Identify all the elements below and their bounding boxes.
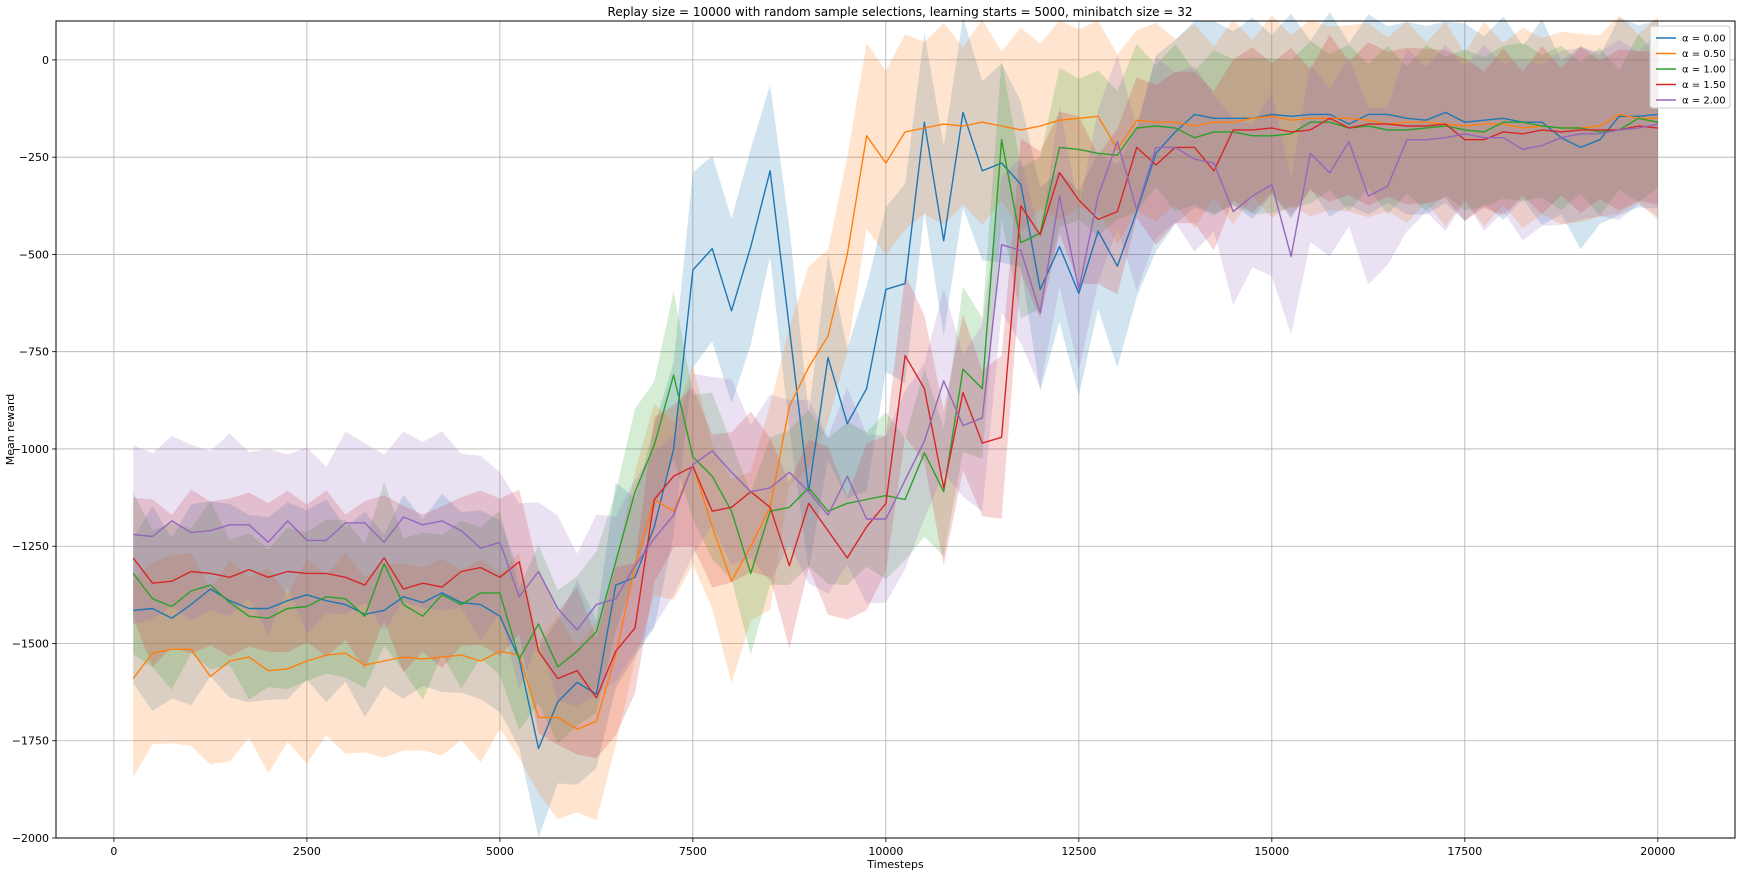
y-tick-label: 0 xyxy=(42,54,49,67)
y-tick-label: −1750 xyxy=(12,735,49,748)
series-line-alpha-0.00 xyxy=(133,111,1658,750)
plot-frame xyxy=(55,20,1736,839)
confidence-band-alpha-0.50 xyxy=(133,14,1658,821)
legend-label: α = 2.00 xyxy=(1682,96,1726,107)
series-line-alpha-0.50 xyxy=(132,113,1658,730)
x-tick-label: 20000 xyxy=(1640,845,1675,858)
series-line-alpha-1.00 xyxy=(132,117,1658,668)
x-tick-label: 17500 xyxy=(1447,845,1482,858)
legend-box xyxy=(1649,25,1731,109)
confidence-band-alpha-1.50 xyxy=(133,34,1658,759)
x-tick-label: 5000 xyxy=(486,845,514,858)
y-tick-label: −1500 xyxy=(12,637,49,650)
y-tick-label: −1250 xyxy=(12,540,49,553)
confidence-band-alpha-0.00 xyxy=(133,12,1658,838)
legend-label: α = 1.00 xyxy=(1682,65,1726,76)
y-tick-label: −2000 xyxy=(12,832,49,845)
series-lines xyxy=(132,111,1658,750)
y-tick-label: −1000 xyxy=(12,443,49,456)
x-tick-label: 10000 xyxy=(868,845,903,858)
chart-title: Replay size = 10000 with random sample s… xyxy=(608,5,1193,19)
y-axis-ticks: 0 −250 −500 −750 −1000 −1250 −1500 −1750 −2000 xyxy=(12,54,56,845)
x-tick-label: 0 xyxy=(110,845,117,858)
y-tick-label: −500 xyxy=(19,248,49,261)
x-axis-title: Timesteps xyxy=(866,858,924,871)
y-tick-label: −250 xyxy=(19,151,49,164)
legend: α = 0.00 α = 0.50 α = 1.00 α = 1.50 α = 2.00 xyxy=(1649,25,1731,109)
x-tick-label: 12500 xyxy=(1061,845,1096,858)
grid xyxy=(56,21,1735,839)
x-tick-label: 7500 xyxy=(679,845,707,858)
y-axis-title: Mean reward xyxy=(4,394,17,466)
x-axis-ticks: 0 2500 5000 7500 10000 12500 15000 17500 20000 xyxy=(110,838,1675,858)
legend-label: α = 0.50 xyxy=(1682,49,1726,60)
x-tick-label: 2500 xyxy=(293,845,321,858)
confidence-band-alpha-1.00 xyxy=(133,34,1658,744)
series-line-alpha-1.50 xyxy=(132,117,1658,699)
series-line-alpha-2.00 xyxy=(133,123,1658,631)
y-tick-label: −750 xyxy=(19,346,49,359)
legend-label: α = 0.00 xyxy=(1682,34,1726,45)
legend-label: α = 1.50 xyxy=(1682,80,1726,91)
x-tick-label: 15000 xyxy=(1254,845,1289,858)
